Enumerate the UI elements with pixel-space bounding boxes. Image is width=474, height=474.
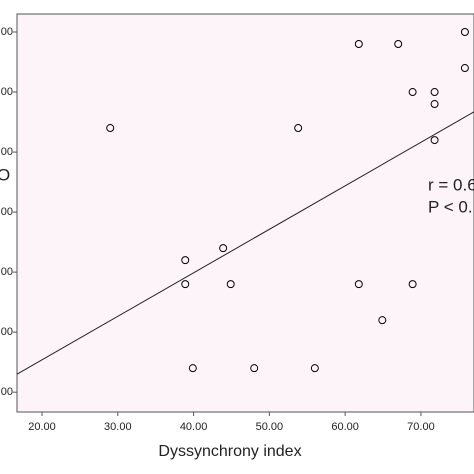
- y-tick-label: 00: [1, 86, 13, 98]
- x-tick-label: 20.00: [28, 421, 56, 433]
- x-tick-label: 30.00: [104, 421, 132, 433]
- x-tick-label: 60.00: [331, 421, 359, 433]
- y-tick-label: 00: [1, 386, 13, 398]
- annotation: r = 0.6: [428, 175, 474, 194]
- y-tick-label: 00: [1, 326, 13, 338]
- y-tick-label: 00: [1, 206, 13, 218]
- chart: Dyssynchrony index O r = 0.6 P < 0. 20.0…: [0, 0, 474, 474]
- y-tick-label: 00: [1, 146, 13, 158]
- y-axis-label: O: [0, 165, 10, 184]
- x-axis-label: Dyssynchrony index: [158, 443, 301, 460]
- x-tick-label: 50.00: [256, 421, 284, 433]
- plot-area: [17, 14, 474, 412]
- x-tick-label: 70.00: [407, 421, 435, 433]
- annotation: P < 0.: [428, 197, 473, 216]
- x-tick-label: 40.00: [180, 421, 208, 433]
- y-tick-label: 00: [1, 26, 13, 38]
- y-tick-label: 00: [1, 266, 13, 278]
